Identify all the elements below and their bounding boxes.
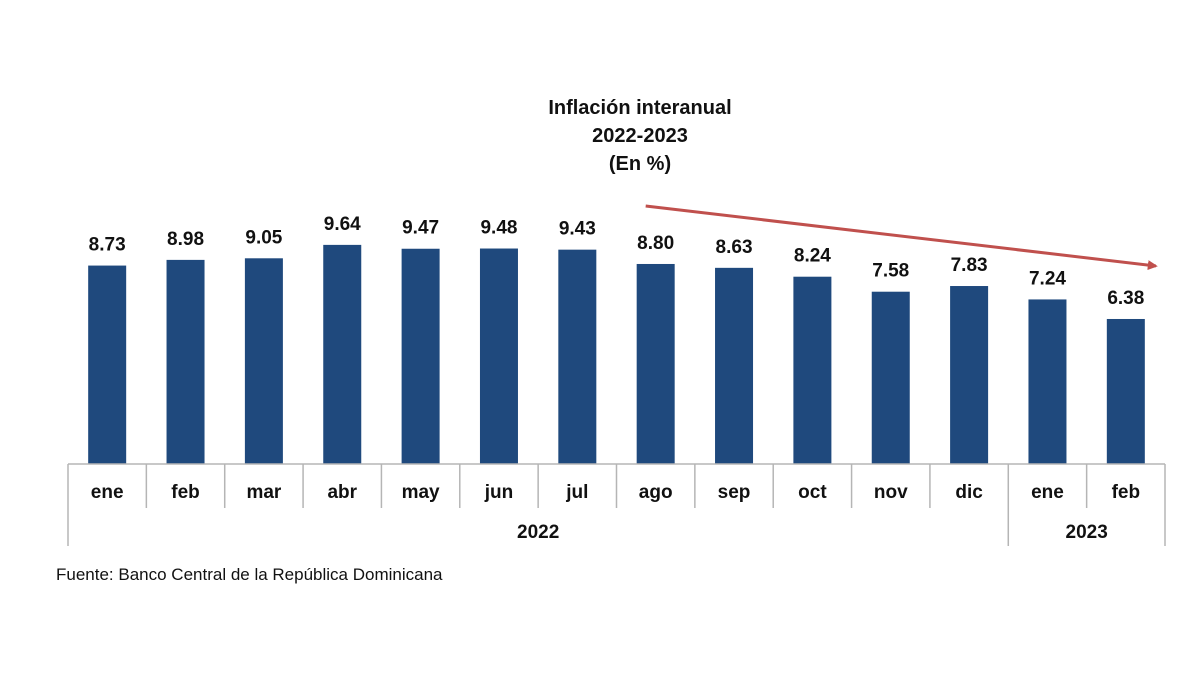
bar-4 — [401, 248, 440, 464]
bar-9 — [793, 276, 832, 464]
category-label-2: mar — [246, 482, 281, 503]
bar-8 — [715, 267, 754, 464]
value-label-7: 8.80 — [637, 233, 674, 254]
chart-title-line-3: (En %) — [609, 153, 671, 175]
chart-title-line-1: Inflación interanual — [548, 97, 731, 119]
value-label-12: 7.24 — [1029, 268, 1066, 289]
bar-13 — [1106, 318, 1145, 464]
value-label-6: 9.43 — [559, 219, 596, 240]
bar-7 — [636, 263, 675, 464]
bar-12 — [1028, 299, 1067, 464]
value-label-10: 7.58 — [872, 261, 909, 282]
value-label-5: 9.48 — [480, 218, 517, 239]
category-label-9: oct — [798, 482, 827, 503]
category-label-13: feb — [1112, 482, 1141, 503]
bar-1 — [166, 259, 205, 464]
category-label-12: ene — [1031, 482, 1064, 503]
value-label-4: 9.47 — [402, 218, 439, 239]
category-label-4: may — [402, 482, 440, 503]
bar-6 — [558, 249, 597, 464]
bar-10 — [871, 291, 910, 464]
value-label-3: 9.64 — [324, 214, 361, 235]
year-label-0: 2022 — [517, 522, 559, 543]
value-label-8: 8.63 — [716, 237, 753, 258]
category-label-3: abr — [327, 482, 357, 503]
bar-2 — [244, 258, 283, 464]
value-label-1: 8.98 — [167, 229, 204, 250]
value-label-2: 9.05 — [245, 227, 282, 248]
bar-3 — [323, 244, 362, 464]
category-label-6: jul — [565, 482, 588, 503]
category-label-11: dic — [955, 482, 983, 503]
category-axis: ene feb mar abr may jun jul ago sep oct nov dic ene f… — [67, 463, 1166, 546]
trend-arrow — [645, 204, 1158, 271]
bars-group: 8.73 8.98 9.05 9.64 9.47 9.48 9.43 8.80 8.63 8.24… — [88, 214, 1145, 464]
year-label-1: 2023 — [1066, 522, 1108, 543]
bar-5 — [479, 248, 518, 464]
value-label-0: 8.73 — [89, 235, 126, 256]
category-label-1: feb — [171, 482, 200, 503]
category-label-0: ene — [91, 482, 124, 503]
category-label-7: ago — [639, 482, 673, 503]
value-label-11: 7.83 — [951, 255, 988, 276]
bar-11 — [950, 286, 989, 464]
bar-0 — [88, 265, 127, 464]
category-label-5: jun — [484, 482, 514, 503]
value-label-13: 6.38 — [1107, 288, 1144, 309]
source-note: Fuente: Banco Central de la República Do… — [56, 565, 443, 584]
category-label-10: nov — [874, 482, 908, 503]
category-label-8: sep — [718, 482, 751, 503]
chart-title-line-2: 2022-2023 — [592, 125, 688, 147]
value-label-9: 8.24 — [794, 246, 831, 267]
